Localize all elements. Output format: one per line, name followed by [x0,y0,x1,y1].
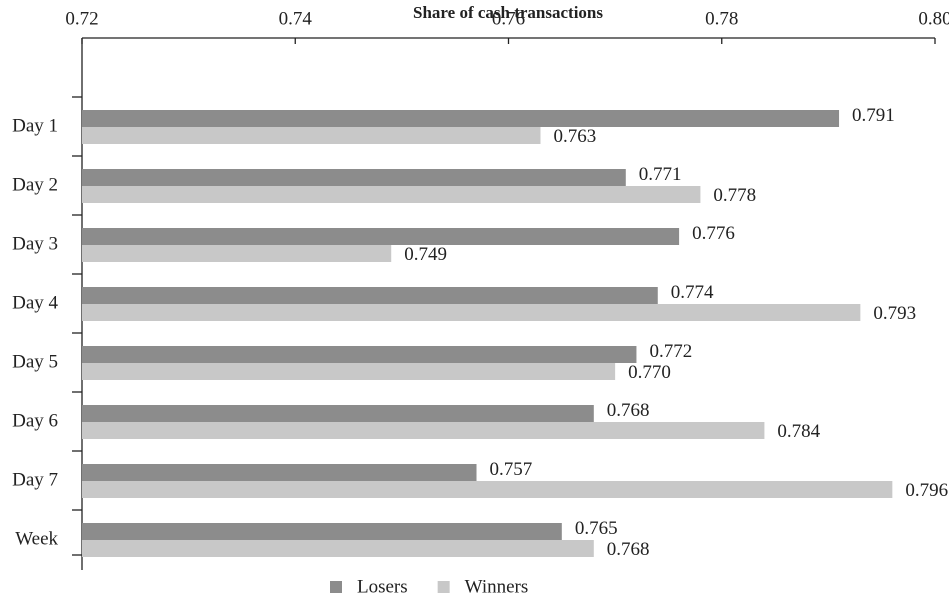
data-label: 0.771 [639,164,682,185]
data-label: 0.770 [628,362,671,383]
bar [82,245,392,262]
bar [82,127,541,144]
bar [82,405,594,422]
bar [82,346,637,363]
data-label: 0.778 [713,185,756,206]
y-tick-label: Day 1 [12,115,58,136]
data-label: 0.776 [692,223,735,244]
bar [82,464,477,481]
y-tick-label: Week [15,528,58,549]
data-label: 0.768 [607,539,650,560]
x-tick-label: 0.74 [279,8,313,29]
bar [82,169,626,186]
data-label: 0.763 [553,126,596,147]
y-tick-label: Day 2 [12,174,58,195]
bar [82,481,893,498]
data-label: 0.772 [649,341,692,362]
data-label: 0.765 [575,518,618,539]
y-tick-label: Day 4 [12,292,58,313]
legend-swatch [437,581,450,593]
y-tick-label: Day 3 [12,233,58,254]
bar [82,363,616,380]
data-label: 0.774 [671,282,714,303]
bar [82,228,680,245]
legend-label: Losers [357,576,408,597]
data-label: 0.791 [852,105,895,126]
x-tick-label: 0.72 [65,8,98,29]
bar [82,523,562,540]
y-tick-label: Day 5 [12,351,58,372]
legend-label: Winners [465,576,529,597]
y-tick-label: Day 7 [12,469,58,490]
chart-title: Share of cash transactions [413,3,603,22]
x-tick-label: 0.78 [705,8,738,29]
bar [82,110,840,127]
bar [82,287,658,304]
data-label: 0.757 [490,459,533,480]
data-label: 0.793 [873,303,916,324]
bar [82,304,861,321]
x-tick-label: 0.76 [492,8,525,29]
bar [82,540,594,557]
data-label: 0.749 [404,244,447,265]
bar [82,186,701,203]
y-tick-label: Day 6 [12,410,58,431]
data-label: 0.784 [777,421,820,442]
legend-swatch [330,581,342,593]
x-tick-label: 0.80 [918,8,949,29]
data-label: 0.768 [607,400,650,421]
bar [82,422,765,439]
data-label: 0.796 [905,480,948,501]
